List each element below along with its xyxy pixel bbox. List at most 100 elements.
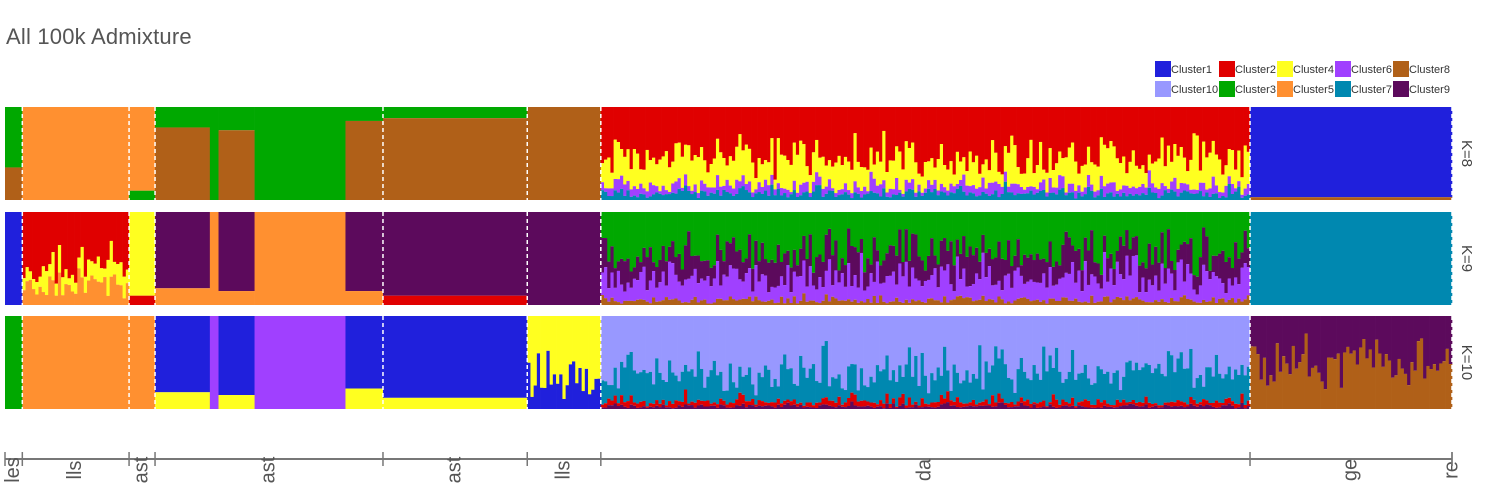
admixture-bar [974,273,979,301]
admixture-bar [968,286,973,298]
admixture-bar [1122,185,1126,193]
admixture-bar [1067,403,1072,407]
admixture-bar [898,212,902,230]
admixture-bar [651,407,656,409]
admixture-bar [850,212,854,246]
admixture-bar [831,166,835,189]
admixture-bar [642,194,646,200]
admixture-bar [1067,212,1072,238]
admixture-bar [859,316,864,369]
admixture-bar [1022,401,1027,406]
admixture-bar [1134,402,1139,406]
admixture-bar [1022,405,1027,409]
admixture-bar [1237,298,1241,305]
admixture-bar [1147,316,1152,366]
admixture-bar [1141,406,1145,409]
admixture-bar [1019,265,1024,276]
admixture-bar [648,107,653,161]
admixture-bar [1288,374,1293,409]
admixture-bar [1160,407,1165,409]
admixture-bar [1173,316,1177,373]
admixture-bar [792,271,797,297]
admixture-bar [1298,316,1302,363]
admixture-bar [604,407,608,409]
admixture-bar [607,107,611,158]
admixture-bar [1176,301,1181,305]
admixture-bar [1205,236,1209,272]
admixture-bar [901,276,905,303]
admixture-bar [927,180,931,189]
admixture-bar [965,185,969,196]
admixture-bar [1064,107,1069,158]
admixture-bar [831,406,835,409]
admixture-bar [1246,295,1251,305]
admixture-bar [674,257,678,275]
admixture-bar [703,299,707,305]
admixture-bar [1150,107,1155,164]
admixture-bar [901,316,905,377]
admixture-bar [626,354,630,402]
admixture-bar [728,402,733,408]
admixture-bar [831,212,835,256]
admixture-bar [824,341,829,398]
admixture-bar [802,212,806,236]
admixture-bar [591,389,595,409]
admixture-bar [1195,135,1200,190]
admixture-bar [671,183,675,193]
admixture-bar [1150,373,1155,404]
admixture-bar [786,316,790,370]
admixture-bar [1150,183,1155,193]
admixture-bar [1410,316,1414,363]
admixture-bar [974,107,979,156]
admixture-bar [1365,316,1369,359]
admixture-bar [917,191,921,200]
admixture-bar [1170,406,1174,409]
admixture-bar [891,398,896,404]
admixture-bar [971,283,976,302]
admixture-bar [594,316,598,379]
admixture-bar [1093,407,1097,409]
admixture-bar [610,246,614,273]
admixture-bar [626,282,630,301]
admixture-bar [783,107,787,156]
admixture-bar [946,190,950,196]
admixture-bar [1022,173,1027,190]
admixture-bar [856,287,861,303]
admixture-bar [863,316,867,386]
admixture-bar [789,192,794,195]
admixture-bar [773,378,778,403]
admixture-bar [1013,107,1017,146]
admixture-bar [1208,316,1212,368]
admixture-bar [815,172,819,186]
admixture-bar [1352,316,1357,351]
admixture-bar [728,156,733,186]
admixture-bar [696,193,701,198]
admixture-bar [795,316,800,386]
admixture-bar [776,244,781,286]
admixture-bar [747,212,752,235]
admixture-bar [955,107,960,152]
admixture-bar [218,395,255,409]
admixture-bar [939,302,944,305]
admixture-bar [1237,186,1241,200]
admixture-bar [1246,212,1251,249]
admixture-bar [744,401,749,408]
admixture-bar [853,316,858,365]
admixture-bar [1205,212,1209,237]
admixture-bar [699,180,704,191]
admixture-bar [1182,107,1187,158]
admixture-bar [1093,302,1097,305]
admixture-bar [696,405,701,409]
admixture-bar [345,291,384,305]
admixture-bar [616,179,621,193]
admixture-bar [1343,316,1347,353]
admixture-bar [1218,198,1222,200]
admixture-bar [728,193,733,200]
admixture-bar [1128,316,1133,361]
legend: Cluster1 Cluster2 Cluster4 Cluster6 Cluster8… [1155,61,1450,97]
admixture-bar [658,403,662,408]
admixture-bar [693,407,698,409]
admixture-bar [824,316,829,342]
admixture-bar [722,274,726,301]
admixture-bar [760,242,765,275]
